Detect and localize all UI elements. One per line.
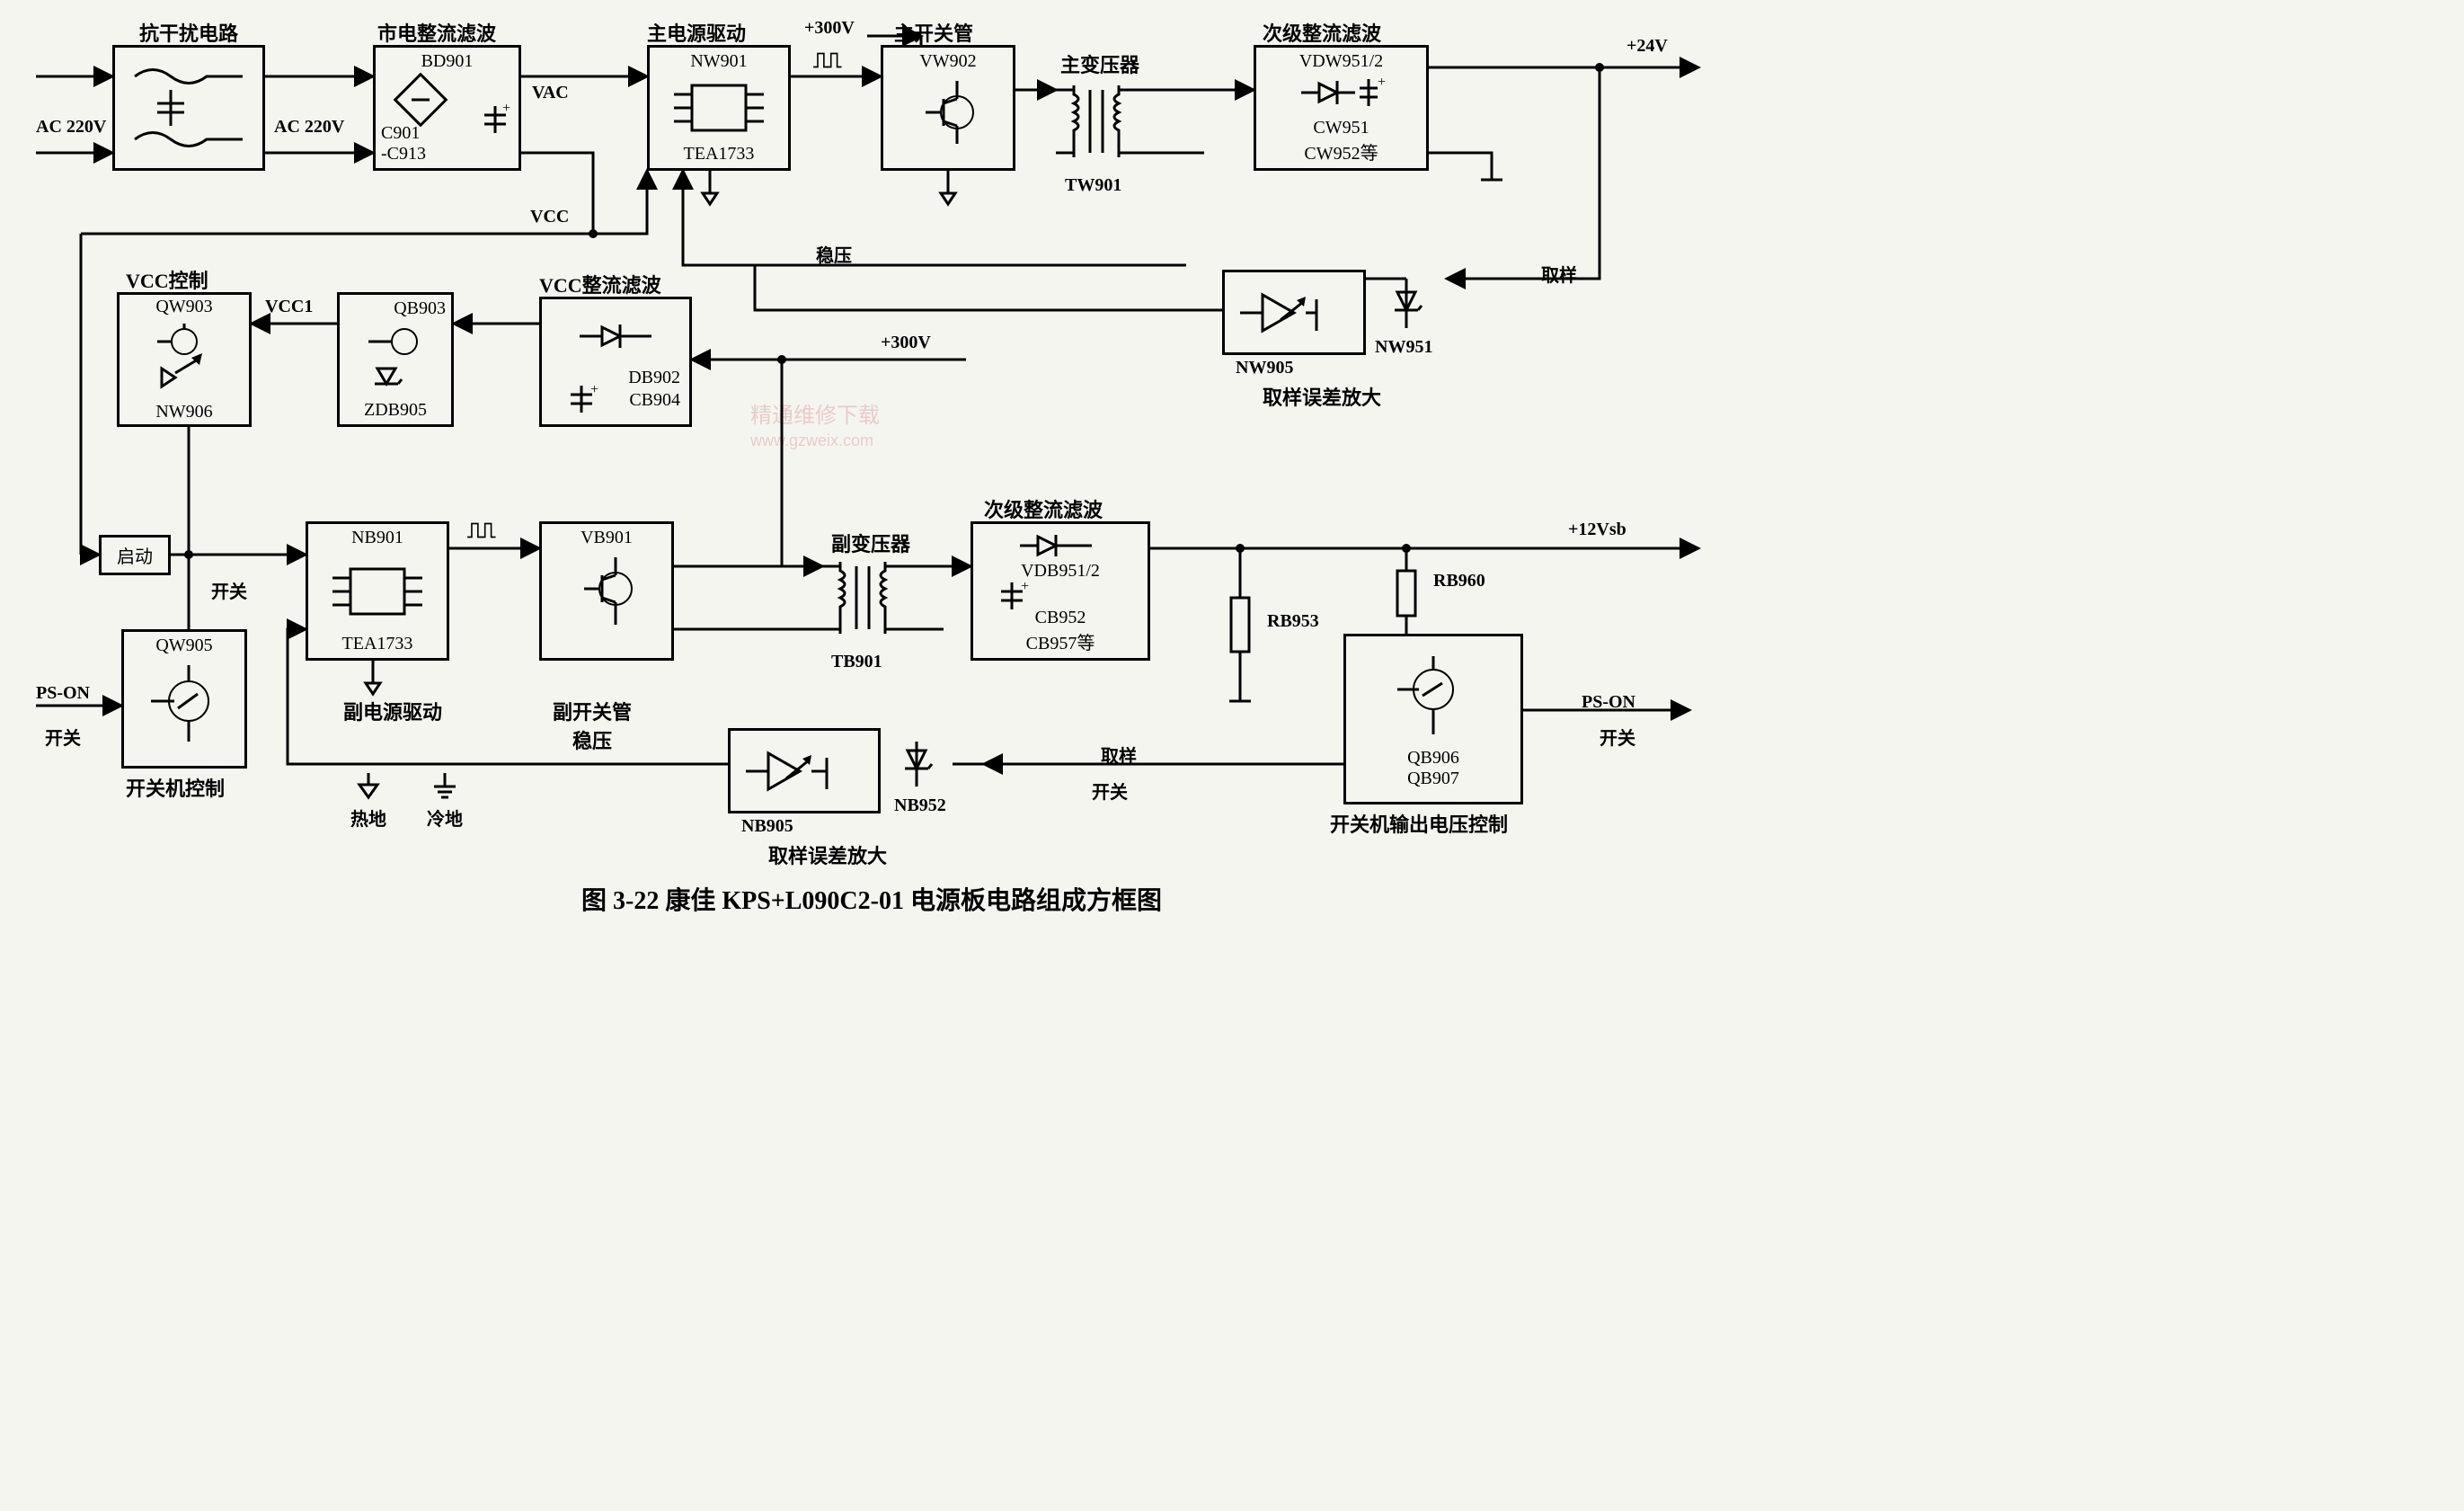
cold-gnd-icon bbox=[427, 769, 463, 804]
rb960-label: RB960 bbox=[1433, 571, 1485, 591]
err-main-title: 取样误差放大 bbox=[1263, 382, 1381, 411]
emi-title: 抗干扰电路 bbox=[139, 18, 238, 47]
err-main-block bbox=[1222, 270, 1366, 355]
vcc-reg-block: QB903 ZDB905 bbox=[337, 292, 454, 427]
vac-label: VAC bbox=[532, 83, 569, 103]
drv-aux-title: 副电源驱动 bbox=[343, 697, 442, 725]
drv-aux-top: NB901 bbox=[351, 528, 403, 548]
kaiguan-mid: 开关 bbox=[211, 577, 247, 603]
vcc-reg-top: QB903 bbox=[394, 298, 446, 319]
rect-aux-bot: CB952 CB957等 bbox=[1026, 608, 1095, 654]
hot-gnd-icon bbox=[350, 769, 386, 804]
emi-block bbox=[112, 45, 265, 171]
vcc-ctrl-top: QW903 bbox=[155, 297, 212, 317]
rb953-icon bbox=[1218, 580, 1263, 679]
xfmr-main-bot: TW901 bbox=[1065, 175, 1121, 196]
drv-main-top: NW901 bbox=[690, 51, 747, 72]
rect-main-bot: C901 -C913 bbox=[381, 123, 426, 164]
rb953-label: RB953 bbox=[1267, 611, 1319, 632]
sw-main-title: 主开关管 bbox=[894, 18, 973, 47]
nb952-icon bbox=[885, 737, 948, 800]
watermark-line1: 精通维修下载 bbox=[750, 404, 880, 428]
sw-aux-top: VB901 bbox=[581, 528, 633, 548]
rect-sec-bot: CW951 CW952等 bbox=[1304, 118, 1378, 164]
figure-caption: 图 3-22 康佳 KPS+L090C2-01 电源板电路组成方框图 bbox=[18, 881, 1725, 917]
p24-label: +24V bbox=[1626, 36, 1668, 57]
drv-main-title: 主电源驱动 bbox=[647, 18, 746, 47]
vcc-reg-bot: ZDB905 bbox=[364, 400, 427, 421]
vcc-ctrl-block: QW903 NW906 bbox=[117, 292, 252, 427]
watermark: 精通维修下载 www.gzweix.com bbox=[750, 404, 880, 452]
drv-main-bot: TEA1733 bbox=[684, 144, 755, 164]
kaiguan-aux: 开关 bbox=[1092, 778, 1128, 804]
p300b-label: +300V bbox=[881, 333, 931, 353]
hot-label: 热地 bbox=[350, 804, 386, 831]
vcc-rect-block: DB902 + CB904 bbox=[539, 297, 692, 427]
drv-aux-block: NB901 TEA1733 bbox=[306, 521, 449, 661]
vcc-rect-top: DB902 bbox=[628, 368, 680, 388]
svg-text:+: + bbox=[1378, 75, 1386, 90]
rect-main-block: BD901 + C901 -C913 bbox=[373, 45, 521, 171]
svg-text:+: + bbox=[590, 382, 598, 397]
p12sb-label: +12Vsb bbox=[1568, 520, 1626, 540]
p300-label: +300V bbox=[804, 18, 855, 39]
on-ctrl-title: 开关机控制 bbox=[126, 773, 225, 802]
drv-main-block: NW901 TEA1733 bbox=[647, 45, 791, 171]
quyang2-label: 取样 bbox=[1101, 742, 1137, 768]
nw951-icon bbox=[1375, 279, 1438, 342]
xfmr-main-title: 主变压器 bbox=[1060, 49, 1139, 78]
rect-main-top: BD901 bbox=[421, 51, 474, 72]
sw-main-block: VW902 bbox=[881, 45, 1015, 171]
rect-sec-block: VDW951/2 + CW951 CW952等 bbox=[1254, 45, 1429, 171]
kaiguan-r: 开关 bbox=[1600, 724, 1635, 750]
xfmr-aux-bot: TB901 bbox=[831, 652, 882, 672]
xfmr-aux-icon bbox=[813, 553, 912, 652]
quyang-label: 取样 bbox=[1541, 261, 1577, 287]
xfmr-main-icon bbox=[1047, 76, 1146, 175]
on-ctrl-top: QW905 bbox=[155, 636, 212, 656]
rect-aux-block: VDB951/2 + CB952 CB957等 bbox=[971, 521, 1150, 661]
start-label: 启动 bbox=[117, 542, 153, 568]
on-ctrl-block: QW905 bbox=[121, 629, 247, 769]
vcc-label: VCC bbox=[530, 207, 569, 227]
svg-text:+: + bbox=[1021, 580, 1029, 594]
sw-aux-title: 副开关管 稳压 bbox=[553, 697, 632, 754]
rect-main-title: 市电整流滤波 bbox=[377, 18, 496, 47]
ac-mid-label: AC 220V bbox=[274, 117, 344, 138]
out-ctrl-block: QB906 QB907 bbox=[1343, 634, 1523, 804]
rect-aux-top: VDB951/2 bbox=[1021, 561, 1100, 582]
ps-on-r: PS-ON bbox=[1582, 692, 1635, 713]
cold-label: 冷地 bbox=[427, 804, 463, 831]
pulse-icon: ⎍⎍ bbox=[813, 49, 840, 74]
err-main-top: NW905 bbox=[1236, 358, 1293, 378]
pulse-aux-icon: ⎍⎍ bbox=[467, 520, 494, 544]
wenya-label: 稳压 bbox=[816, 241, 852, 267]
out-ctrl-title: 开关机输出电压控制 bbox=[1330, 809, 1508, 838]
ps-on-l: PS-ON bbox=[36, 683, 90, 704]
vcc-ctrl-bot: NW906 bbox=[155, 402, 212, 422]
err-aux-top: NB905 bbox=[741, 816, 793, 837]
watermark-line2: www.gzweix.com bbox=[750, 431, 873, 449]
drv-aux-bot: TEA1733 bbox=[342, 634, 413, 654]
sw-main-top: VW902 bbox=[919, 51, 976, 72]
rect-aux-title: 次级整流滤波 bbox=[984, 494, 1103, 523]
svg-text:+: + bbox=[502, 102, 510, 116]
vcc-ctrl-title: VCC控制 bbox=[126, 265, 208, 294]
block-diagram: 抗干扰电路 AC 220V AC 220V 市电整流滤波 BD901 + C90… bbox=[18, 18, 1725, 1061]
rect-sec-title: 次级整流滤波 bbox=[1263, 18, 1381, 47]
err-aux-block bbox=[728, 728, 881, 813]
vcc1-label: VCC1 bbox=[265, 297, 313, 317]
vcc-rect-bot: CB904 bbox=[629, 390, 680, 411]
sw-aux-block: VB901 bbox=[539, 521, 674, 661]
ac-in-label: AC 220V bbox=[36, 117, 106, 138]
out-ctrl-top: QB906 QB907 bbox=[1407, 748, 1459, 789]
start-block: 启动 bbox=[99, 535, 171, 575]
err-aux-title: 取样误差放大 bbox=[768, 840, 887, 869]
rb960-icon bbox=[1384, 557, 1429, 638]
kaiguan-l: 开关 bbox=[45, 724, 81, 750]
vcc-rect-title: VCC整流滤波 bbox=[539, 270, 661, 298]
